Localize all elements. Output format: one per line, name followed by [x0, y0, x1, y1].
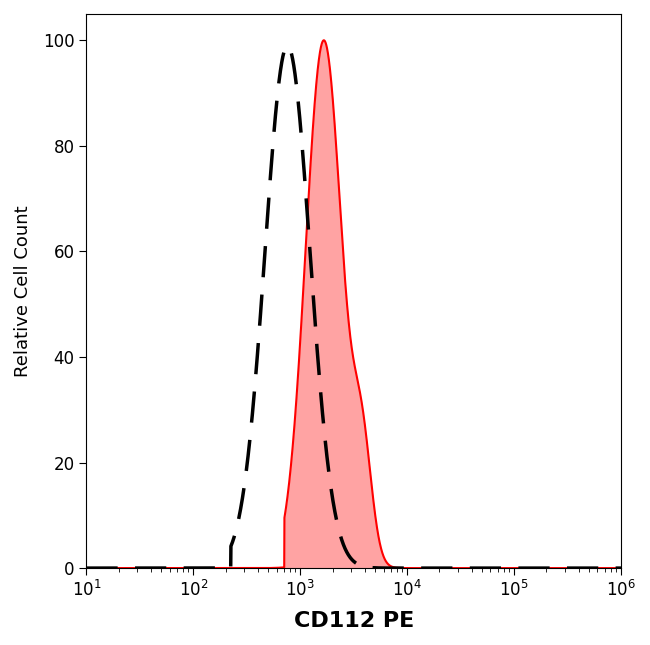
Y-axis label: Relative Cell Count: Relative Cell Count — [14, 205, 32, 377]
X-axis label: CD112 PE: CD112 PE — [294, 611, 414, 631]
